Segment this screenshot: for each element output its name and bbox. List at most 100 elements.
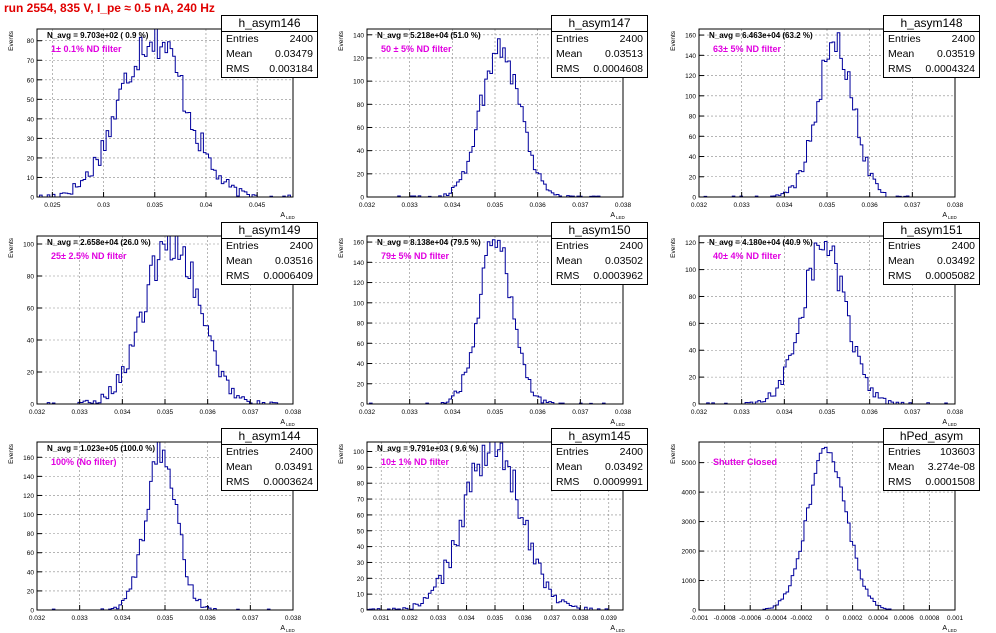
x-tick-label: 0.032 [359,409,376,416]
x-tick-label: 0.038 [572,615,589,622]
stat-rms-label: RMS [888,63,912,75]
x-tick-label: 0.035 [819,409,836,416]
y-tick-label: 20 [357,576,365,583]
y-axis-title: Events [8,237,15,258]
navg-label: N_avg = 9.703e+02 ( 0.9 %) [47,31,149,40]
x-tick-label: 0.0006 [894,615,914,622]
histogram-name: h_asym149 [222,223,317,239]
navg-label: N_avg = 6.463e+04 (63.2 %) [709,31,813,40]
y-tick-label: 100 [685,93,696,100]
x-tick-label: 0.032 [359,202,376,209]
x-axis-title: A [280,625,285,632]
stat-entries: Entries 2400 [222,239,317,254]
filter-label: 79± 5% ND filter [381,251,449,261]
y-tick-label: 60 [27,77,35,84]
filter-label: 50 ± 5% ND filter [381,44,452,54]
stat-entries: Entries 103603 [884,445,979,460]
stat-mean-value: 0.03516 [275,255,313,267]
x-tick-label: 0.032 [29,409,46,416]
x-tick-label: 0.036 [530,409,547,416]
x-tick-label: 0.032 [402,615,419,622]
stat-entries: Entries 2400 [222,32,317,47]
stat-entries: Entries 2400 [884,32,979,47]
stat-mean: Mean 0.03492 [552,460,647,475]
y-tick-label: 100 [353,79,364,86]
x-tick-label: 0.032 [691,409,708,416]
x-tick-label: 0.033 [72,615,89,622]
y-tick-label: 10 [357,592,365,599]
x-axis-title: A [610,419,615,426]
x-axis-title-sub: LED [616,215,626,220]
x-axis-title: A [280,212,285,219]
x-tick-label: 0.033 [402,409,419,416]
y-tick-label: 0 [30,608,34,615]
y-tick-label: 80 [357,102,365,109]
x-tick-label: 0.034 [458,615,475,622]
stats-box: h_asym151 Entries 2400 Mean 0.03492 RMS 0.0005… [883,222,980,285]
stat-rms-label: RMS [226,476,250,488]
x-tick-label: 0.033 [734,409,751,416]
y-tick-label: 20 [357,171,365,178]
stat-entries: Entries 2400 [222,445,317,460]
x-tick-label: 0.038 [285,409,302,416]
histogram-pad: -0.001 -0.0008 -0.0006 -0.0004 -0.0002 0 0.000… [662,428,987,633]
stat-entries-value: 2400 [951,240,975,252]
stat-rms-value: 0.0004324 [925,63,975,75]
filter-label: Shutter Closed [713,457,777,467]
stat-rms-label: RMS [226,63,250,75]
x-tick-label: 0.035 [157,615,174,622]
y-tick-label: 60 [689,321,697,328]
stat-rms-value: 0.0009991 [593,476,643,488]
stats-box: h_asym146 Entries 2400 Mean 0.03479 RMS 0.0031… [221,15,318,78]
navg-label: N_avg = 2.658e+04 (26.0 %) [47,238,151,247]
stat-mean-label: Mean [888,461,915,473]
x-tick-label: -0.001 [690,615,709,622]
stat-mean: Mean 0.03502 [552,254,647,269]
stats-box: h_asym148 Entries 2400 Mean 0.03519 RMS 0.0004… [883,15,980,78]
x-tick-label: 0.045 [249,202,266,209]
histogram-series [37,28,293,198]
y-tick-label: 40 [357,544,365,551]
x-tick-label: 0.038 [615,202,632,209]
x-axis-title: A [610,625,615,632]
stat-entries-value: 2400 [289,33,313,45]
x-tick-label: -0.0004 [765,615,787,622]
y-tick-label: 40 [27,116,35,123]
stat-entries-label: Entries [226,33,259,45]
navg-label: N_avg = 5.218e+04 (51.0 %) [377,31,481,40]
histogram-pad: 0.032 0.033 0.034 0.035 0.036 0.037 0.038 0 20 40… [330,15,655,220]
x-axis-title-sub: LED [616,422,626,427]
histogram-name: h_asym150 [552,223,647,239]
filter-label: 25± 2.5% ND filter [51,251,127,261]
histogram-name: h_asym145 [552,429,647,445]
x-axis-title: A [942,212,947,219]
y-tick-label: 20 [689,174,697,181]
navg-label: N_avg = 9.791e+03 ( 9.6 %) [377,444,479,453]
stat-mean-label: Mean [556,255,583,267]
stat-mean-value: 3.274e-08 [927,461,975,473]
y-tick-label: 40 [27,569,35,576]
x-tick-label: 0.034 [776,409,793,416]
y-tick-label: 0 [692,608,696,615]
y-axis-title: Events [338,443,345,464]
stat-mean-label: Mean [226,461,253,473]
histogram-name: h_asym151 [884,223,979,239]
x-axis-title: A [280,419,285,426]
y-tick-label: 120 [23,493,34,500]
stat-mean-label: Mean [888,48,915,60]
stat-rms-label: RMS [556,63,580,75]
y-tick-label: 20 [27,155,35,162]
histogram-series [37,235,293,405]
run-title: run 2554, 835 V, I_pe ≈ 0.5 nA, 240 Hz [4,1,215,15]
y-tick-label: 60 [689,134,697,141]
y-tick-label: 80 [357,321,365,328]
y-tick-label: 120 [685,73,696,80]
stat-mean: Mean 0.03516 [222,254,317,269]
x-tick-label: -0.0006 [739,615,761,622]
stat-rms-value: 0.0004608 [593,63,643,75]
y-axis-title: Events [670,443,677,464]
stat-mean-value: 0.03492 [937,255,975,267]
stat-mean-label: Mean [556,461,583,473]
x-tick-label: 0.033 [72,409,89,416]
stat-mean-value: 0.03519 [937,48,975,60]
